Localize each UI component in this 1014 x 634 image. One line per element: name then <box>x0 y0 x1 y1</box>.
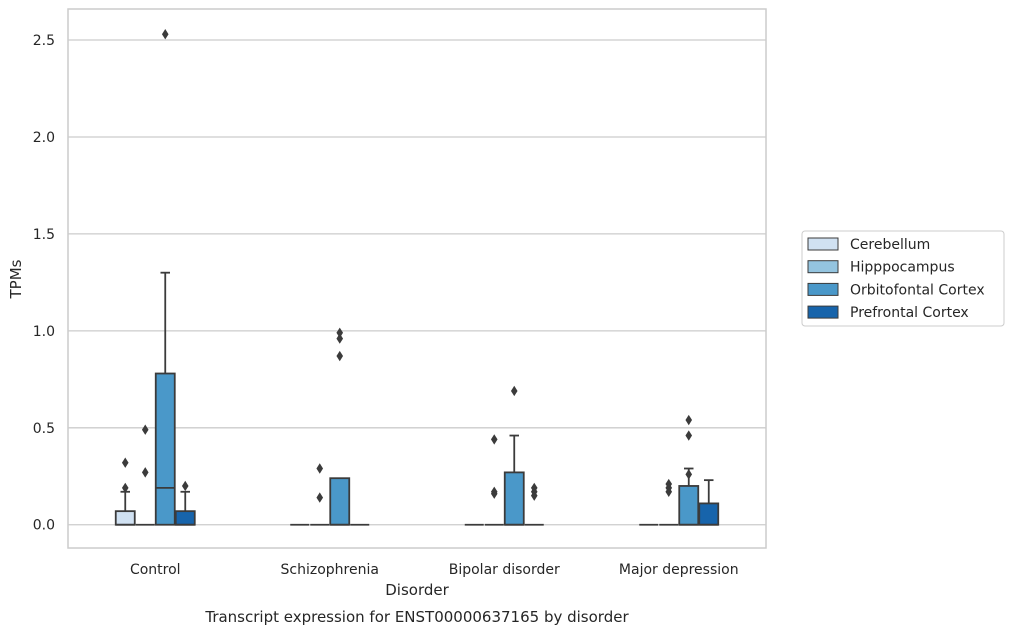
outlier-point <box>336 327 344 338</box>
outlier-point <box>121 482 129 494</box>
legend-label: Prefrontal Cortex <box>850 305 969 321</box>
legend-swatch <box>807 305 839 319</box>
x-tick-label: Control <box>130 562 181 578</box>
y-tick-label: 0.0 <box>33 518 55 534</box>
plot-frame <box>67 8 767 549</box>
x-tick-label: Major depression <box>619 562 739 578</box>
outlier-point <box>685 469 693 480</box>
y-tick-labels: 0.0 0.5 1.0 1.5 2.0 2.5 <box>33 33 55 534</box>
legend-swatch <box>807 260 839 274</box>
outlier-point <box>490 486 498 497</box>
outlier-point <box>530 482 538 494</box>
chart-title: Transcript expression for ENST0000063716… <box>204 608 629 626</box>
legend-swatch <box>807 282 839 296</box>
outlier-point <box>141 424 149 435</box>
outlier-point <box>336 333 344 344</box>
legend-swatch <box>807 237 839 251</box>
legend: Cerebellum Hipppocampus Orbitofontal Corte… <box>801 230 1005 327</box>
box-3-2 <box>524 482 544 526</box>
box-body <box>329 477 351 526</box>
y-tick-label: 2.0 <box>33 130 55 146</box>
outlier-point <box>181 480 189 492</box>
y-tick-label: 1.0 <box>33 324 55 340</box>
box-body <box>698 502 720 526</box>
box-1-3 <box>659 478 679 526</box>
legend-frame <box>801 230 1005 327</box>
outlier-point <box>316 492 324 503</box>
box-1-2 <box>484 434 504 526</box>
outlier-point <box>665 478 673 490</box>
box-1-1 <box>310 463 330 526</box>
outlier-point <box>161 29 169 40</box>
box-3-0 <box>174 480 196 526</box>
box-body <box>174 510 196 526</box>
y-axis-label: TPMs <box>7 259 25 299</box>
box-3-3 <box>698 479 720 526</box>
legend-label: Hipppocampus <box>850 260 955 276</box>
x-axis-label: Disorder <box>385 581 449 599</box>
y-tick-label: 0.5 <box>33 421 55 437</box>
outlier-point <box>141 467 149 478</box>
outlier-point <box>685 430 693 441</box>
box-2-0 <box>154 29 176 526</box>
box-1-0 <box>135 424 155 526</box>
box-body <box>503 471 525 526</box>
legend-label: Orbitofontal Cortex <box>850 282 985 298</box>
legend-label: Cerebellum <box>850 237 930 253</box>
x-tick-label: Schizophrenia <box>281 562 379 578</box>
box-0-0 <box>114 457 136 526</box>
y-tick-label: 2.5 <box>33 33 55 49</box>
box-2-2 <box>503 385 525 526</box>
outlier-point <box>685 414 693 426</box>
outlier-point <box>316 463 324 474</box>
box-body <box>114 510 136 526</box>
boxes-layer <box>114 29 720 526</box>
box-body <box>154 372 176 526</box>
x-tick-labels: Control Schizophrenia Bipolar disorder Majo… <box>130 562 739 578</box>
outlier-point <box>336 350 344 362</box>
outlier-point <box>121 457 129 468</box>
box-2-3 <box>678 414 700 526</box>
outlier-point <box>510 385 518 397</box>
y-tick-label: 1.5 <box>33 227 55 243</box>
box-body <box>678 485 700 526</box>
outlier-point <box>490 434 498 445</box>
box-2-1 <box>329 327 351 526</box>
x-tick-label: Bipolar disorder <box>449 562 560 578</box>
